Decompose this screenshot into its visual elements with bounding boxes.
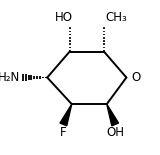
Text: O: O [131,71,140,84]
Polygon shape [107,104,119,126]
Text: HO: HO [55,11,73,24]
Polygon shape [60,104,72,126]
Text: F: F [60,126,67,139]
Text: H₂N: H₂N [0,71,20,84]
Text: CH₃: CH₃ [105,11,127,24]
Text: OH: OH [106,126,124,139]
